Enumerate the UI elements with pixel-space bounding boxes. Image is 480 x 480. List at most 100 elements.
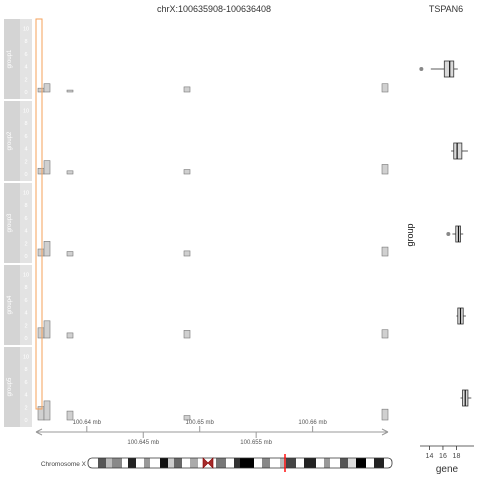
coverage-bar xyxy=(66,332,74,339)
ideogram-band xyxy=(234,458,240,468)
panel-tick-label: 6 xyxy=(24,380,27,386)
panel-tick-strip xyxy=(20,183,32,263)
boxplot-tick-label: 14 xyxy=(426,453,434,460)
coverage-bar xyxy=(37,248,45,257)
panel-label: group4 xyxy=(7,295,13,314)
axis-tick-label: 100.65 mb xyxy=(186,420,215,426)
ideogram-band xyxy=(98,458,106,468)
ideogram-band xyxy=(144,458,150,468)
box-outlier xyxy=(419,67,424,71)
ideogram-band xyxy=(262,458,270,468)
panel-tick-label: 8 xyxy=(24,121,27,127)
ideogram-band xyxy=(182,458,190,468)
ideogram-band xyxy=(160,458,168,468)
highlight-region xyxy=(35,18,43,410)
coverage-title: chrX:100635908-100636408 xyxy=(157,4,271,14)
ideogram-label: Chromosome X xyxy=(41,461,87,468)
ideogram-band xyxy=(168,458,174,468)
axis-arrow-right xyxy=(381,428,389,436)
boxplot-ylabel: group xyxy=(405,223,415,246)
ideogram-band xyxy=(150,458,160,468)
coverage-bar xyxy=(183,330,191,339)
panel-tick-label: 8 xyxy=(24,367,27,373)
panel-tick-strip xyxy=(20,265,32,345)
panel-tick-label: 10 xyxy=(23,354,29,360)
ideogram-band xyxy=(106,458,112,468)
panel-strip xyxy=(4,19,20,99)
coverage-bar xyxy=(66,89,74,93)
coverage-bar xyxy=(183,250,191,257)
coverage-bar xyxy=(66,251,74,257)
panel-tick-label: 10 xyxy=(23,272,29,278)
coverage-panels: group1 0 2 4 6 8 10 group2 0 2 4 6 8 10 group3 0 2 4 6 8 10 g… xyxy=(4,18,389,427)
ideogram-band xyxy=(270,458,280,468)
ideogram-band xyxy=(240,458,254,468)
panel-tick-label: 8 xyxy=(24,285,27,291)
panel-tick-label: 0 xyxy=(24,336,27,342)
coverage-bar xyxy=(183,86,191,93)
panel-tick-label: 6 xyxy=(24,134,27,140)
coverage-bar xyxy=(37,327,45,339)
genome-axis: 100.64 mb 100.65 mb 100.66 mb 100.645 mb 100… xyxy=(35,420,389,446)
ideogram-band xyxy=(366,458,374,468)
boxplot-tick-label: 18 xyxy=(453,453,461,460)
box-outlier xyxy=(446,232,451,236)
axis-tick-label: 100.66 mb xyxy=(298,420,327,426)
ideogram-band xyxy=(226,458,234,468)
panel-tick-label: 0 xyxy=(24,90,27,96)
ideogram-band xyxy=(112,458,122,468)
coverage-bar xyxy=(37,167,45,175)
ideogram-band xyxy=(254,458,262,468)
coverage-bar xyxy=(66,170,74,175)
coverage-bar xyxy=(381,408,389,421)
ideogram-band xyxy=(330,458,340,468)
panel-tick-label: 0 xyxy=(24,254,27,260)
coverage-bar xyxy=(183,169,191,175)
ideogram-band xyxy=(296,458,304,468)
panel-tick-label: 4 xyxy=(24,311,27,317)
panel-tick-label: 6 xyxy=(24,52,27,58)
ideogram-band xyxy=(340,458,348,468)
axis-tick-label: 100.64 mb xyxy=(73,420,102,426)
gene-title: TSPAN6 xyxy=(429,4,463,14)
ideogram-band xyxy=(280,458,286,468)
panel-strip xyxy=(4,183,20,263)
panel-label: group1 xyxy=(7,49,13,68)
panel-tick-strip xyxy=(20,101,32,181)
panel-tick-label: 10 xyxy=(23,26,29,32)
coverage-bar xyxy=(43,83,51,93)
coverage-bar xyxy=(43,400,51,421)
ideogram-band xyxy=(374,458,384,468)
boxplot-xlabel: gene xyxy=(436,464,459,475)
panel-tick-label: 2 xyxy=(24,159,27,165)
panel-label: group2 xyxy=(7,131,13,150)
panel-tick-label: 10 xyxy=(23,108,29,114)
panel-label: group3 xyxy=(7,213,13,232)
panel-tick-label: 6 xyxy=(24,298,27,304)
centromere xyxy=(202,457,214,469)
coverage-bar xyxy=(381,329,389,339)
coverage-bar xyxy=(37,87,45,93)
coverage-bar xyxy=(43,241,51,257)
coverage-bar xyxy=(66,410,74,421)
panel-tick-label: 0 xyxy=(24,172,27,178)
ideogram-band xyxy=(136,458,144,468)
ideogram-band xyxy=(356,458,366,468)
panel-tick-label: 2 xyxy=(24,405,27,411)
ideogram-band xyxy=(122,458,128,468)
ideogram-band xyxy=(128,458,136,468)
panel-strip xyxy=(4,265,20,345)
panel-tick-label: 4 xyxy=(24,229,27,235)
panel-tick-label: 8 xyxy=(24,39,27,45)
ideogram-band xyxy=(174,458,182,468)
ideogram-outline xyxy=(87,457,393,469)
ideogram-band xyxy=(348,458,356,468)
ideogram-band xyxy=(190,458,198,468)
coverage-bar xyxy=(43,160,51,175)
ideogram-band xyxy=(304,458,316,468)
coverage-bar xyxy=(381,164,389,175)
ideogram-band xyxy=(286,458,296,468)
panel-tick-label: 0 xyxy=(24,418,27,424)
panel-tick-label: 4 xyxy=(24,147,27,153)
coverage-bar xyxy=(43,320,51,339)
